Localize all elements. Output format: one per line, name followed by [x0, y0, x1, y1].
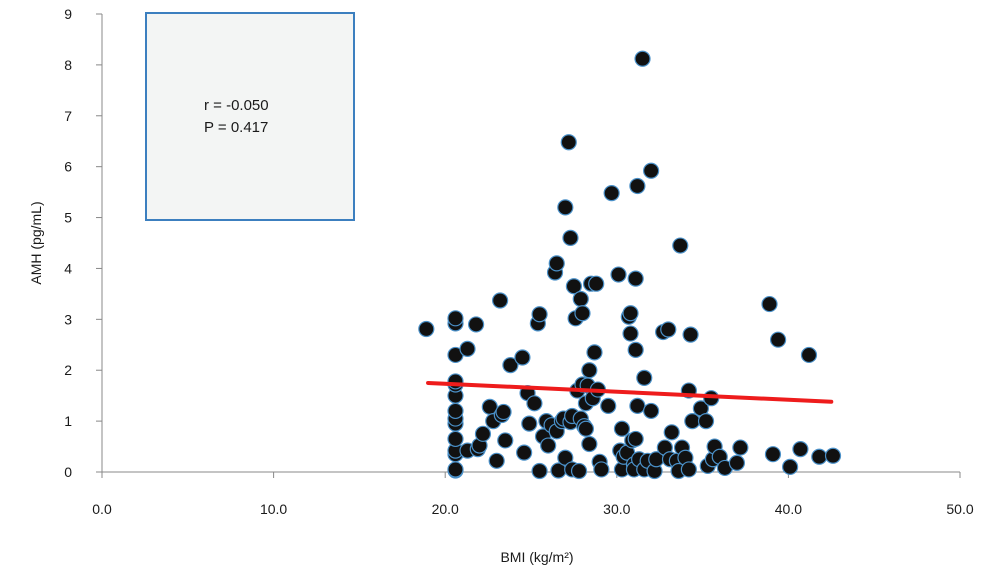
y-axis-ticks: 0 1 2 3 4 5 6 7 8 9: [64, 6, 102, 480]
data-point: [643, 162, 660, 179]
data-point: [627, 270, 644, 287]
y-tick-label: 8: [64, 57, 72, 73]
data-point: [418, 320, 435, 338]
x-tick-label: 30.0: [603, 501, 630, 517]
data-point: [447, 373, 464, 390]
axes: [101, 14, 960, 473]
data-point: [660, 321, 677, 338]
x-tick-label: 10.0: [260, 501, 287, 517]
x-tick-label: 50.0: [946, 501, 973, 517]
data-point: [581, 362, 598, 379]
data-point: [761, 295, 778, 313]
statistics-box-frame: [145, 12, 355, 221]
y-tick-label: 5: [64, 210, 72, 226]
y-axis-title: AMH (pg/mL): [28, 201, 44, 284]
data-point: [603, 185, 620, 202]
data-point: [467, 316, 485, 333]
data-point: [526, 395, 543, 412]
data-point: [732, 439, 749, 456]
x-tick-label: 40.0: [775, 501, 802, 517]
data-point: [459, 340, 476, 357]
data-point: [586, 344, 603, 361]
y-tick-label: 0: [64, 464, 72, 480]
data-point: [682, 326, 699, 343]
data-point: [610, 266, 627, 283]
correlation-coefficient-text: r = -0.050: [204, 97, 269, 114]
x-tick-label: 20.0: [432, 501, 459, 517]
statistics-box: r = -0.050 P = 0.417: [145, 12, 355, 221]
data-point: [643, 402, 660, 420]
data-point: [447, 310, 464, 327]
data-point: [792, 441, 809, 458]
data-point: [728, 454, 746, 471]
y-tick-label: 2: [64, 362, 72, 378]
data-point: [697, 413, 715, 430]
data-point: [764, 446, 782, 463]
data-point: [531, 462, 548, 480]
data-point: [488, 452, 505, 469]
x-axis-ticks: 0.0 10.0 20.0 30.0 40.0 50.0: [92, 472, 974, 517]
y-tick-label: 3: [64, 311, 72, 327]
data-point: [581, 435, 598, 453]
data-point: [634, 50, 651, 67]
data-point: [492, 292, 509, 309]
data-point: [562, 229, 579, 247]
data-point: [447, 461, 464, 478]
data-point: [600, 397, 617, 414]
data-point: [627, 430, 644, 448]
data-point: [627, 341, 644, 358]
data-point: [636, 369, 653, 386]
y-tick-label: 4: [64, 260, 72, 276]
data-point: [782, 458, 799, 476]
data-point: [574, 305, 591, 322]
data-point: [613, 420, 631, 437]
data-point: [622, 325, 639, 342]
y-tick-label: 9: [64, 6, 72, 22]
x-axis-title: BMI (kg/m²): [500, 549, 573, 565]
data-point: [629, 177, 646, 195]
data-point: [557, 199, 574, 216]
data-point: [531, 306, 548, 323]
data-point: [577, 420, 595, 437]
data-point: [548, 255, 565, 272]
data-point: [800, 346, 818, 364]
data-point: [588, 275, 605, 292]
data-point: [629, 397, 646, 414]
data-point: [447, 430, 464, 448]
y-tick-label: 6: [64, 159, 72, 175]
data-point: [824, 447, 842, 464]
data-point: [540, 437, 557, 454]
data-point: [495, 403, 512, 421]
data-point: [514, 349, 531, 366]
data-points: [418, 50, 842, 480]
data-point: [622, 305, 639, 322]
data-point: [516, 444, 533, 461]
trend-line: [426, 380, 834, 404]
p-value-text: P = 0.417: [204, 119, 268, 136]
data-point: [560, 134, 577, 151]
data-point: [811, 448, 828, 465]
data-point: [593, 461, 610, 478]
data-point: [447, 402, 464, 420]
x-tick-label: 0.0: [92, 501, 112, 517]
data-point: [474, 425, 492, 442]
data-point: [770, 331, 787, 348]
data-point: [521, 415, 538, 432]
y-tick-label: 7: [64, 108, 72, 124]
data-point: [684, 413, 701, 430]
data-point: [497, 432, 514, 449]
data-point: [570, 462, 588, 480]
data-point: [572, 290, 589, 308]
data-point: [672, 237, 689, 254]
data-point: [502, 357, 519, 374]
data-point: [680, 461, 697, 478]
y-tick-label: 1: [64, 413, 72, 429]
data-point: [663, 424, 680, 441]
data-point: [565, 278, 583, 295]
